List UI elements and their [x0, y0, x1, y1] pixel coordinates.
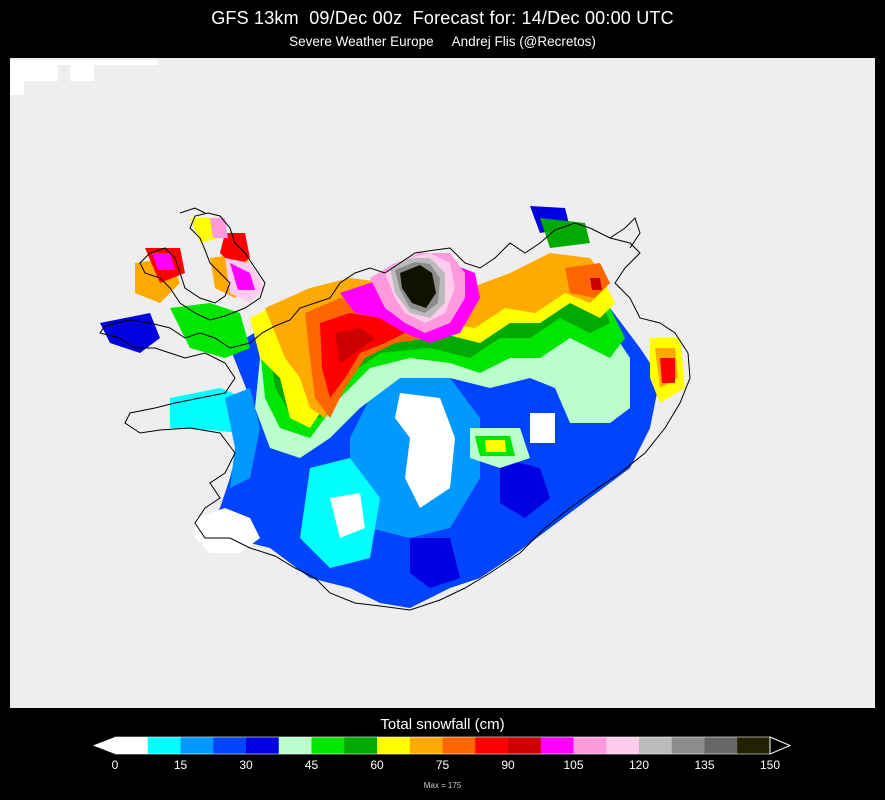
colorbar-tick-label: 120: [628, 758, 650, 772]
colorbar-swatch: [442, 737, 476, 754]
colorbar-swatch: [606, 737, 640, 754]
colorbar-swatch: [180, 737, 214, 754]
legend-title: Total snowfall (cm): [380, 716, 505, 733]
no-data-patch: [10, 60, 158, 95]
colorbar-tick-label: 150: [759, 758, 781, 772]
colorbar-swatch: [573, 737, 607, 754]
max-note: Max = 175: [423, 781, 462, 790]
colorbar-tick-label: 0: [111, 758, 119, 772]
colorbar-swatch: [704, 737, 738, 754]
map-subtitle: Severe Weather Europe Andrej Flis (@Recr…: [289, 34, 596, 49]
coastline: [99, 207, 691, 611]
colorbar-tick-label: 135: [694, 758, 715, 772]
colorbar-tick-label: 90: [501, 758, 515, 772]
colorbar-swatch: [344, 737, 378, 754]
map-title: GFS 13km 09/Dec 00z Forecast for: 14/Dec…: [211, 8, 674, 28]
colorbar-swatch: [246, 737, 280, 754]
colorbar-swatch: [508, 737, 542, 754]
colorbar-tick-label: 15: [173, 758, 188, 772]
colorbar-swatch: [737, 737, 771, 754]
colorbar-tick-label: 45: [304, 758, 319, 772]
snowfall-map: [10, 58, 875, 708]
colorbar-swatch: [311, 737, 345, 754]
colorbar-tick-label: 60: [370, 758, 384, 772]
colorbar-max-arrow: [769, 736, 792, 755]
colorbar-swatch: [639, 737, 673, 754]
colorbar-min-arrow: [93, 737, 115, 754]
colorbar-swatch: [147, 737, 181, 754]
colorbar-swatch: [671, 737, 705, 754]
colorbar-tick-label: 105: [563, 758, 584, 772]
colorbar-swatch: [377, 737, 411, 754]
colorbar-tick-label: 75: [435, 758, 450, 772]
colorbar-swatch: [475, 737, 509, 754]
colorbar-swatch: [115, 737, 149, 754]
colorbar-swatch: [540, 737, 574, 754]
colorbar-swatch: [409, 737, 443, 754]
colorbar-swatch: [278, 737, 312, 754]
colorbar-tick-label: 30: [239, 758, 253, 772]
snowfall-field: [10, 60, 691, 611]
colorbar-swatch: [213, 737, 247, 754]
